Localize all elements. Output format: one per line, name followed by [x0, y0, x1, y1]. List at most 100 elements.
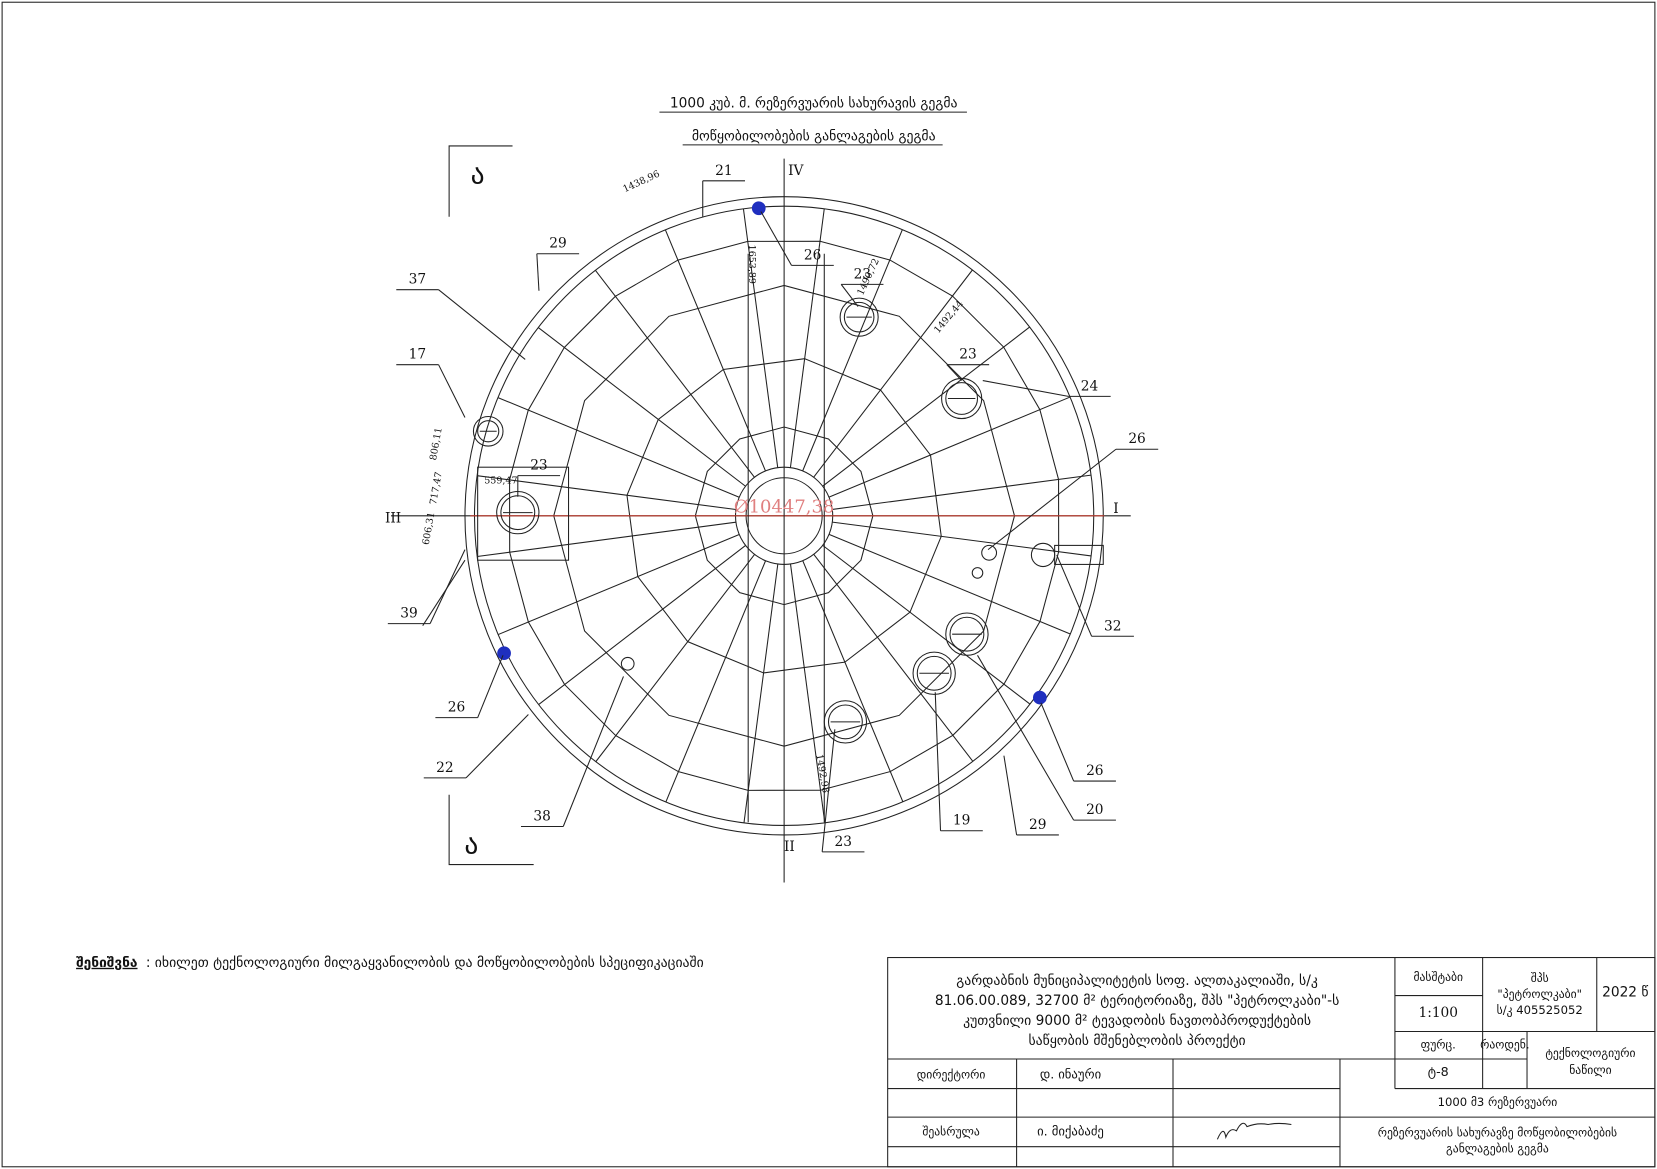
rafter [832, 522, 1091, 556]
callout-label: 23 [530, 458, 547, 474]
cell-text: ს/კ 405525052 [1497, 1003, 1583, 1017]
callout-label: 21 [715, 163, 732, 179]
project-title: 81.06.00.089, 32700 მ² ტერიტორიაზე, შპს … [935, 992, 1339, 1009]
note-text: : იხილეთ ტექნოლოგიური მილგაყვანილობის და… [146, 954, 704, 971]
callout-label: 26 [448, 700, 465, 716]
rafter [829, 397, 1070, 497]
nozzle [972, 568, 983, 579]
cell-text: ფურც. [1421, 1038, 1456, 1052]
cell-text: 2022 წ [1602, 984, 1648, 1000]
rafter [477, 522, 736, 556]
nozzle [621, 657, 634, 670]
section-mark: ა [464, 830, 478, 861]
rafter [832, 475, 1091, 509]
callout-label: 26 [804, 247, 821, 263]
dimension-label: 1438,96 [621, 169, 661, 196]
grounding-point [1034, 691, 1047, 704]
rafter [666, 561, 766, 802]
cell-text: შეასრულა [922, 1124, 980, 1138]
callout-label: 26 [1128, 431, 1145, 447]
callout-label: 38 [533, 808, 550, 824]
nozzle [1031, 543, 1054, 566]
section-arrow [449, 795, 534, 865]
section-mark: ა [471, 160, 485, 191]
subtitle: მოწყობილობების განლაგების გეგმა [692, 128, 936, 144]
leader-line [439, 365, 465, 418]
grounding-point [498, 647, 511, 660]
rafter [498, 398, 739, 498]
leader-line [423, 560, 465, 626]
cell-text: ტექნოლოგიური [1545, 1046, 1635, 1060]
dimension-label: 1653,89 [746, 245, 757, 284]
callout-label: 20 [1086, 802, 1103, 818]
callout-label: 19 [953, 813, 970, 829]
leader-line [978, 655, 1074, 820]
callout-label: 24 [1081, 378, 1099, 394]
leader-line [478, 655, 503, 717]
axis-label: II [784, 839, 795, 855]
leader-line [1041, 703, 1074, 781]
dimension-label: 606,31 [421, 511, 438, 546]
leader-line [983, 381, 1069, 397]
cell-text: განლაგების გეგმა [1446, 1141, 1549, 1155]
rafter [814, 270, 973, 477]
callout-label: 29 [549, 236, 566, 252]
cell-text: რაოდენ. [1480, 1038, 1529, 1052]
rafter [823, 327, 1030, 486]
callout-label: 29 [1029, 817, 1046, 833]
leader-line [761, 211, 792, 265]
callout-label: 37 [409, 272, 426, 288]
rafter [596, 554, 755, 761]
project-title: გარდაბნის მუნიციპალიტეტის სოფ. ალთაკალია… [956, 972, 1318, 989]
cell-text: დირექტორი [917, 1067, 986, 1081]
callout-label: 17 [409, 347, 426, 363]
leader-line [466, 714, 528, 777]
signature [1217, 1123, 1291, 1139]
dimension-label: 806,11 [428, 427, 445, 462]
callout-label: 26 [1086, 763, 1103, 779]
project-title: კუთვნილი 9000 მ² ტევადობის ნავთობპროდუქტ… [963, 1012, 1311, 1029]
rafter [744, 564, 778, 823]
callout-label: 39 [400, 606, 417, 622]
callout-label: 22 [436, 760, 453, 776]
cell-text: ი. მიქაბაძე [1037, 1123, 1104, 1138]
rafter [539, 545, 746, 704]
grounding-point [752, 202, 765, 215]
diameter-label: Ø10447,38 [734, 496, 834, 517]
callout-label: 23 [959, 347, 976, 363]
cell-text: 1000 მ3 რეზერვუარი [1438, 1095, 1558, 1109]
nozzle [982, 545, 997, 560]
callout-label: 32 [1104, 618, 1121, 634]
project-title: საწყობის მშენებლობის პროექტი [1028, 1032, 1245, 1049]
note-label: შენიშვნა [76, 955, 137, 971]
dimension-label: 559,47 [484, 475, 517, 486]
rafter [595, 270, 754, 477]
dimension-label: 1492,44 [932, 299, 966, 336]
cell-text: რეზერვუარის სახურავზე მოწყობილობების [1378, 1125, 1617, 1139]
sheet-border [2, 2, 1655, 1167]
cell-text: მასშტაბი [1413, 970, 1463, 984]
callout-label: 23 [854, 266, 871, 282]
cell-text: შპს [1531, 971, 1549, 985]
rafter [498, 534, 739, 634]
title: 1000 კუბ. მ. რეზერვუარის სახურავის გეგმა [670, 95, 958, 112]
axis-label: IV [788, 163, 804, 179]
cell-text: ტ-8 [1428, 1064, 1449, 1079]
cell-text: 1:100 [1418, 1005, 1458, 1021]
leader-line [439, 290, 526, 360]
axis-label: I [1113, 501, 1118, 517]
cell-text: ნაწილი [1569, 1063, 1611, 1077]
leader-line [935, 692, 940, 830]
axis-label: III [385, 510, 401, 526]
callout-label: 23 [835, 834, 852, 850]
leader-line [537, 254, 539, 291]
rafter [823, 545, 1030, 704]
leader-line [947, 365, 962, 381]
cell-text: დ. ინაური [1040, 1066, 1101, 1081]
dimension-label: 717,47 [428, 471, 445, 506]
drawing-sheet: 1000 კუბ. მ. რეზერვუარის სახურავის გეგმა… [0, 0, 1657, 1169]
rafter [538, 328, 745, 487]
leader-line [1004, 756, 1017, 835]
cell-text: "პეტროლკაბი" [1497, 987, 1582, 1001]
leader-line [563, 676, 623, 826]
